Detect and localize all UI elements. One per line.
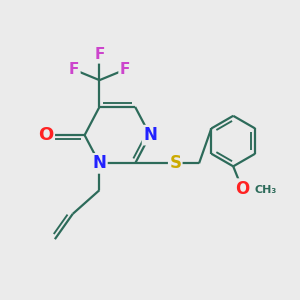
Text: F: F [69,62,80,77]
Text: F: F [94,47,105,62]
Text: F: F [119,62,130,77]
Text: O: O [38,126,54,144]
Text: CH₃: CH₃ [255,185,277,195]
Text: S: S [169,154,181,172]
Text: N: N [92,154,106,172]
Text: O: O [235,180,249,198]
Text: N: N [143,126,157,144]
